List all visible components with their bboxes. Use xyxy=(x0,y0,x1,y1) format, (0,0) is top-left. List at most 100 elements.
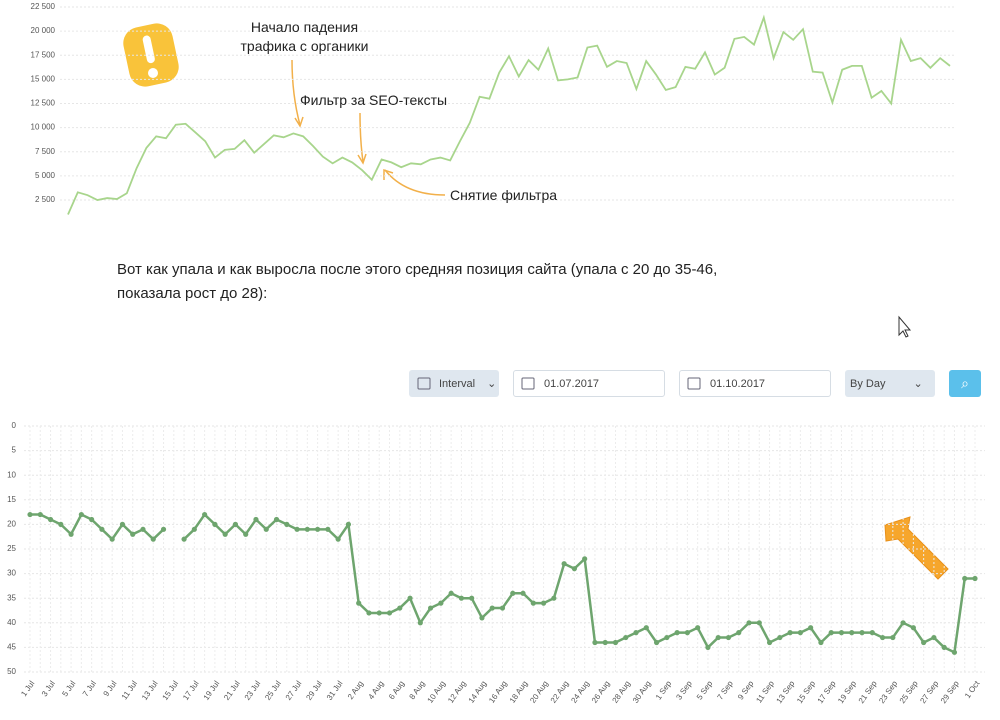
data-point xyxy=(828,630,834,636)
data-point xyxy=(684,630,690,636)
data-point xyxy=(725,634,732,641)
data-point xyxy=(787,630,793,636)
y-tick-label: 15 000 xyxy=(31,74,56,83)
data-point xyxy=(140,526,146,532)
x-tick-label: 27 Sep xyxy=(918,679,940,705)
data-point xyxy=(612,639,619,646)
data-point xyxy=(766,639,773,646)
data-point xyxy=(900,620,906,626)
y-tick-label: 17 500 xyxy=(31,50,56,59)
y-tick-label: 10 000 xyxy=(31,123,56,132)
x-tick-label: 17 Sep xyxy=(816,679,838,705)
x-tick-label: 21 Jul xyxy=(222,679,242,702)
y-tick-label: 15 xyxy=(7,495,16,504)
data-point xyxy=(325,526,331,532)
x-tick-label: 9 Jul xyxy=(101,679,118,698)
data-point xyxy=(58,521,64,528)
data-point xyxy=(27,511,33,518)
x-tick-label: 11 Sep xyxy=(754,679,776,705)
data-point xyxy=(284,521,290,528)
data-point xyxy=(89,516,95,523)
data-point xyxy=(366,610,372,616)
data-point xyxy=(746,620,752,626)
paragraph: Вот как упала и как выросла после этого … xyxy=(117,261,718,302)
data-point xyxy=(202,511,208,518)
data-point xyxy=(356,600,362,606)
x-tick-label: 26 Aug xyxy=(590,679,612,705)
data-point xyxy=(47,516,54,523)
data-point xyxy=(715,634,721,641)
x-tick-label: 23 Jul xyxy=(243,679,263,702)
data-point xyxy=(304,526,310,532)
data-point xyxy=(653,639,660,646)
y-tick-label: 2 500 xyxy=(35,195,56,204)
data-point xyxy=(243,531,249,537)
data-point xyxy=(633,630,639,636)
x-tick-label: 14 Aug xyxy=(467,679,489,705)
y-tick-label: 25 xyxy=(7,544,16,553)
y-tick-label: 20 000 xyxy=(31,26,56,35)
data-point xyxy=(489,605,495,611)
data-point xyxy=(582,556,588,562)
warning-icon xyxy=(123,23,179,87)
data-point xyxy=(469,595,475,601)
data-point xyxy=(191,526,197,532)
data-point xyxy=(972,575,978,582)
data-point xyxy=(571,566,578,572)
data-point xyxy=(479,615,485,621)
x-tick-label: 20 Aug xyxy=(528,679,550,705)
data-point xyxy=(879,634,886,641)
data-point xyxy=(232,521,239,528)
data-point xyxy=(510,590,516,596)
x-tick-label: 15 Sep xyxy=(795,679,817,705)
x-tick-label: 9 Sep xyxy=(736,679,756,702)
data-point xyxy=(68,531,74,537)
x-tick-label: 2 Aug xyxy=(346,679,365,701)
data-point xyxy=(674,630,680,636)
data-point xyxy=(119,521,126,528)
x-tick-label: 18 Aug xyxy=(508,679,530,705)
x-tick-label: 5 Sep xyxy=(695,679,715,702)
x-tick-label: 27 Jul xyxy=(284,679,304,702)
data-point xyxy=(777,634,783,641)
data-point xyxy=(448,590,454,596)
data-point xyxy=(386,610,393,616)
data-point xyxy=(263,526,269,532)
interval-button[interactable]: Interval ⌄ xyxy=(409,370,499,397)
data-point xyxy=(130,531,136,537)
data-point xyxy=(109,536,115,542)
data-point xyxy=(417,620,423,626)
date-to-input[interactable]: 01.10.2017 xyxy=(679,370,831,397)
data-point xyxy=(520,590,526,596)
x-tick-label: 8 Aug xyxy=(408,679,427,701)
data-point xyxy=(808,625,814,631)
data-point xyxy=(181,536,187,542)
x-tick-label: 7 Jul xyxy=(81,679,98,698)
y-tick-label: 0 xyxy=(12,421,17,430)
y-tick-label: 22 500 xyxy=(31,2,56,11)
chevron: ⌄ xyxy=(913,378,923,390)
y-tick-label: 30 xyxy=(7,569,16,578)
x-tick-label: 3 Sep xyxy=(674,679,694,702)
data-point xyxy=(664,634,670,641)
data-point xyxy=(602,639,608,646)
date-from-input[interactable]: 01.07.2017 xyxy=(513,370,665,397)
x-tick-label: 6 Aug xyxy=(387,679,406,701)
chevron: ⌄ xyxy=(487,378,497,390)
x-tick-label: 25 Sep xyxy=(898,679,920,705)
x-tick-label: 1 Oct xyxy=(963,679,982,700)
data-point xyxy=(397,605,403,611)
data-point xyxy=(561,561,567,567)
data-point xyxy=(540,600,547,606)
data-point xyxy=(797,630,803,636)
data-point xyxy=(849,630,855,636)
data-point xyxy=(756,620,762,626)
search-button[interactable]: ⌕ xyxy=(949,370,981,397)
data-point xyxy=(910,625,916,631)
data-point xyxy=(294,526,300,532)
period-select[interactable]: By Day ⌄ xyxy=(845,370,935,397)
x-tick-label: 1 Jul xyxy=(19,679,36,698)
data-point xyxy=(253,516,259,523)
data-point xyxy=(150,536,156,542)
y-tick-label: 35 xyxy=(7,593,16,602)
